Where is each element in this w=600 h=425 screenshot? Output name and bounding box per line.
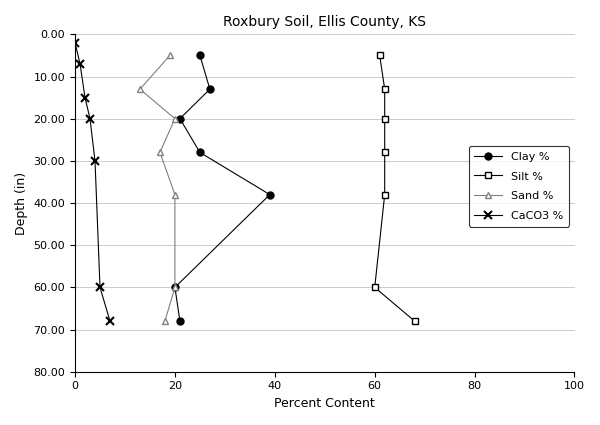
Clay %: [172, 285, 179, 290]
Silt %: [376, 53, 383, 58]
CaCO3 %: [97, 285, 104, 290]
CaCO3 %: [82, 95, 89, 100]
Clay %: [176, 116, 184, 121]
Sand %: [136, 87, 143, 92]
Silt %: [381, 116, 388, 121]
Line: Clay %: Clay %: [172, 52, 273, 325]
Silt %: [371, 285, 379, 290]
X-axis label: Percent Content: Percent Content: [274, 397, 375, 410]
Title: Roxbury Soil, Ellis County, KS: Roxbury Soil, Ellis County, KS: [223, 15, 426, 29]
Y-axis label: Depth (in): Depth (in): [15, 171, 28, 235]
Clay %: [196, 53, 203, 58]
Sand %: [172, 192, 179, 197]
Sand %: [157, 150, 164, 155]
Sand %: [161, 319, 169, 324]
Sand %: [166, 53, 173, 58]
Clay %: [196, 150, 203, 155]
Clay %: [206, 87, 214, 92]
Silt %: [381, 192, 388, 197]
Silt %: [381, 87, 388, 92]
CaCO3 %: [71, 40, 79, 45]
Silt %: [411, 319, 418, 324]
Clay %: [266, 192, 274, 197]
CaCO3 %: [91, 158, 98, 163]
Sand %: [172, 116, 179, 121]
CaCO3 %: [106, 319, 113, 324]
CaCO3 %: [76, 61, 83, 66]
Line: CaCO3 %: CaCO3 %: [71, 39, 114, 325]
Silt %: [381, 150, 388, 155]
Line: Silt %: Silt %: [371, 52, 418, 325]
Clay %: [176, 319, 184, 324]
CaCO3 %: [86, 116, 94, 121]
Sand %: [172, 285, 179, 290]
Line: Sand %: Sand %: [136, 52, 178, 325]
Legend: Clay %, Silt %, Sand %, CaCO3 %: Clay %, Silt %, Sand %, CaCO3 %: [469, 146, 569, 227]
